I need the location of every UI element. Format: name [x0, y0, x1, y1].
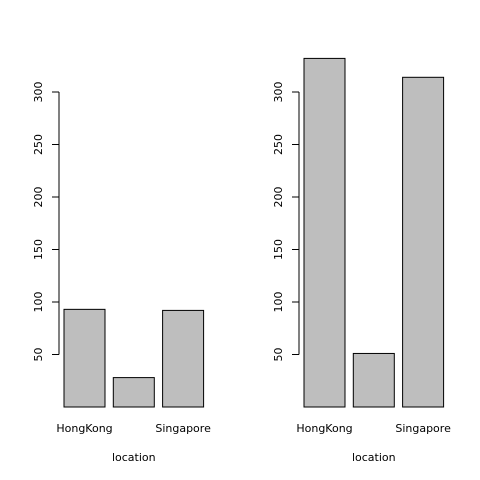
y-tick-label: 300	[32, 82, 45, 103]
y-tick-label: 50	[32, 348, 45, 362]
bar	[402, 76, 445, 408]
bar	[303, 57, 346, 408]
y-tick-label: 50	[272, 348, 285, 362]
y-tick-label: 150	[272, 239, 285, 260]
y-tick-label: 300	[272, 82, 285, 103]
bar	[162, 309, 205, 408]
y-tick-label: 100	[272, 292, 285, 313]
bar	[352, 352, 395, 408]
x-axis-label: location	[112, 451, 156, 464]
bar	[63, 308, 106, 408]
x-tick-label: Singapore	[395, 422, 451, 435]
x-tick-label: HongKong	[296, 422, 352, 435]
y-tick-label: 150	[32, 239, 45, 260]
y-tick-label: 250	[32, 134, 45, 155]
y-tick-label: 200	[272, 187, 285, 208]
bar	[112, 377, 155, 408]
y-tick-label: 100	[32, 292, 45, 313]
y-tick-label: 250	[272, 134, 285, 155]
x-tick-label: Singapore	[155, 422, 211, 435]
y-tick-label: 200	[32, 187, 45, 208]
x-tick-label: HongKong	[56, 422, 112, 435]
x-axis-label: location	[352, 451, 396, 464]
